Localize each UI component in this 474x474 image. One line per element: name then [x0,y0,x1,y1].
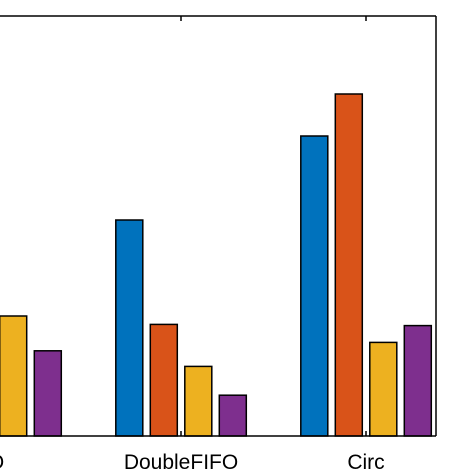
ticks-group [180,16,367,436]
bar-4-o [33,350,63,437]
bar-4-doublefifo [218,394,248,437]
bar-3-circ [369,341,398,437]
bar-2-doublefifo [149,323,179,437]
bar-1-circ [300,135,329,437]
bar-2-circ [334,93,364,437]
x-tick-label-doublefifo: DoubleFIFO [124,451,238,474]
axes-group [0,15,437,437]
bar-3-doublefifo [184,365,213,437]
x-tick-label-o: O [0,451,4,474]
bar-1-doublefifo [115,219,144,437]
bar-4-circ [403,324,433,437]
x-tick-label-circ: Circ [347,451,384,474]
bars-group [0,93,433,437]
bar-3-o [0,315,28,437]
tick-labels-group: O DoubleFIFO Circ [0,451,385,474]
